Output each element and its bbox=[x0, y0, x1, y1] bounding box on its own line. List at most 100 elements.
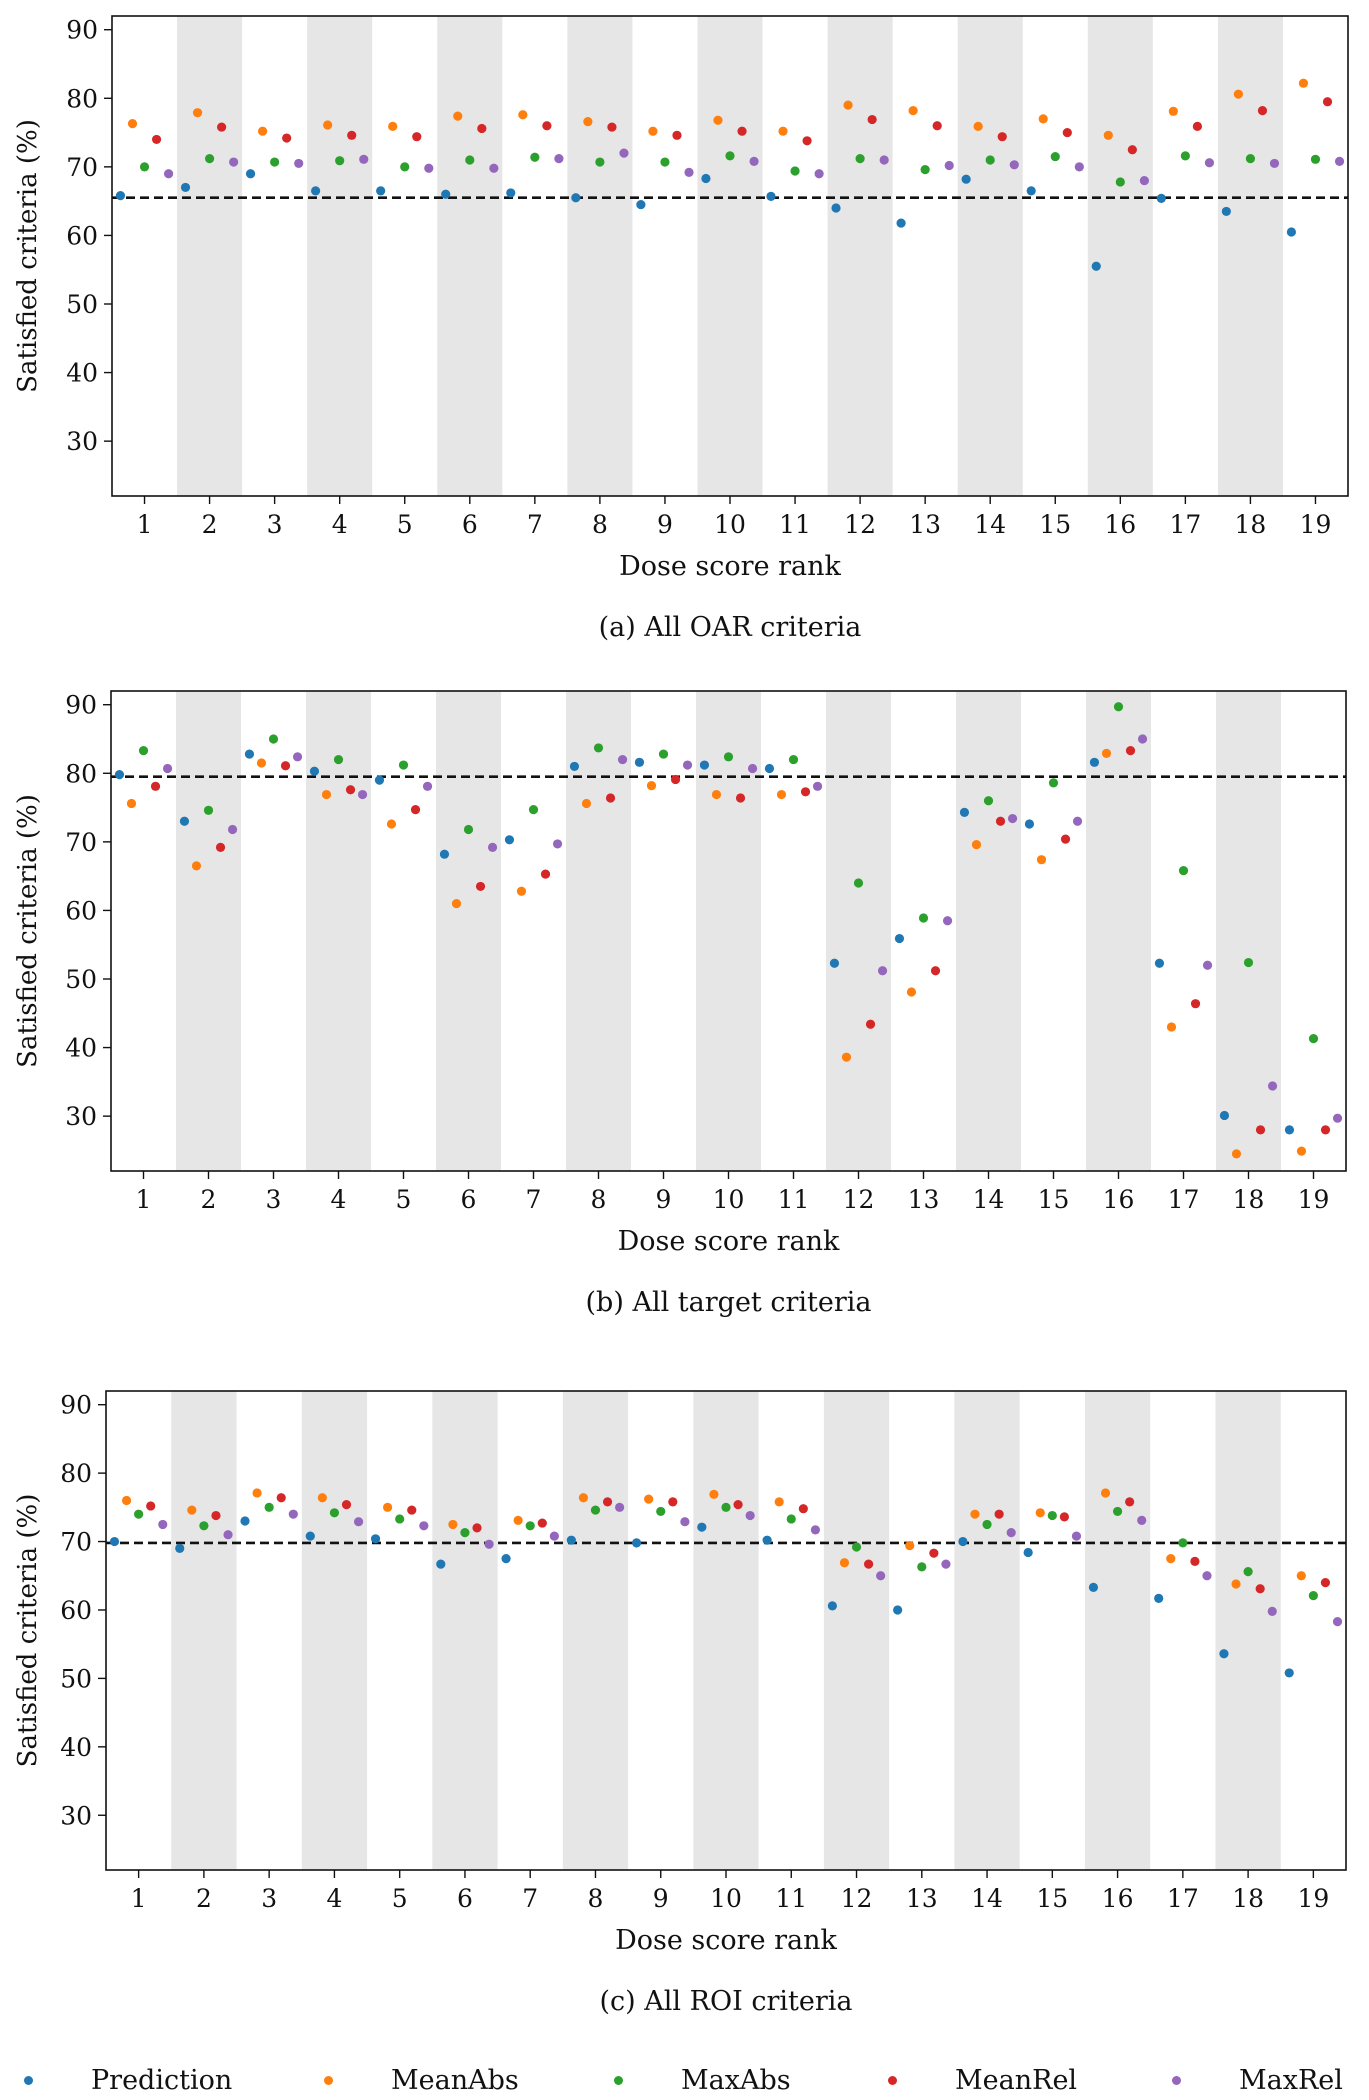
x-tick-label: 4 bbox=[326, 1884, 342, 1913]
legend-marker-maxrel bbox=[1172, 2075, 1181, 2085]
point-meanabs-rank-16 bbox=[1100, 1488, 1111, 1498]
point-prediction-rank-14 bbox=[958, 1536, 968, 1547]
point-meanrel-rank-18 bbox=[1255, 1584, 1265, 1594]
point-meanrel-rank-14 bbox=[994, 1509, 1004, 1519]
legend-label-maxabs: MaxAbs bbox=[681, 2064, 791, 2096]
x-tick-label: 15 bbox=[1038, 1185, 1070, 1214]
shaded-band-rank-12 bbox=[823, 1391, 890, 1870]
point-prediction-rank-15 bbox=[1024, 819, 1035, 829]
point-meanabs-rank-8 bbox=[581, 798, 592, 809]
point-meanrel-rank-16 bbox=[1125, 1497, 1135, 1507]
point-maxrel-rank-11 bbox=[812, 781, 823, 791]
x-tick-label: 11 bbox=[775, 1884, 807, 1913]
point-maxabs-rank-7 bbox=[528, 805, 539, 815]
x-tick-label: 15 bbox=[1036, 1884, 1068, 1913]
y-tick-label: 80 bbox=[65, 759, 97, 788]
point-meanrel-rank-3 bbox=[280, 761, 291, 771]
point-meanrel-rank-18 bbox=[1255, 1125, 1266, 1135]
point-maxabs-rank-2 bbox=[204, 154, 215, 164]
point-meanabs-rank-14 bbox=[971, 840, 982, 850]
point-prediction-rank-3 bbox=[245, 169, 256, 179]
point-maxabs-rank-2 bbox=[199, 1521, 209, 1531]
point-maxrel-rank-12 bbox=[877, 966, 888, 976]
point-maxrel-rank-6 bbox=[484, 1539, 494, 1549]
point-meanrel-rank-17 bbox=[1190, 1556, 1200, 1566]
point-meanabs-rank-12 bbox=[841, 1052, 852, 1062]
point-meanabs-rank-15 bbox=[1035, 1508, 1045, 1518]
y-axis-label: Satisfied criteria (%) bbox=[13, 794, 43, 1068]
point-maxrel-rank-2 bbox=[227, 824, 238, 835]
point-meanabs-rank-6 bbox=[453, 111, 463, 121]
point-prediction-rank-2 bbox=[175, 1543, 185, 1553]
point-maxabs-rank-2 bbox=[203, 805, 214, 815]
x-tick-label: 18 bbox=[1232, 1884, 1264, 1913]
point-prediction-rank-9 bbox=[636, 199, 646, 210]
point-maxrel-rank-7 bbox=[552, 839, 563, 849]
shaded-band-rank-6 bbox=[437, 16, 503, 496]
point-meanabs-rank-18 bbox=[1231, 1149, 1242, 1159]
point-meanabs-rank-6 bbox=[448, 1519, 458, 1530]
point-maxabs-rank-16 bbox=[1112, 1506, 1123, 1517]
x-tick-label: 6 bbox=[462, 510, 478, 539]
point-prediction-rank-19 bbox=[1284, 1668, 1294, 1678]
point-prediction-rank-14 bbox=[961, 174, 971, 184]
shaded-band-rank-16 bbox=[1086, 691, 1151, 1171]
point-meanabs-rank-10 bbox=[709, 1489, 719, 1499]
point-meanrel-rank-12 bbox=[864, 1559, 874, 1569]
legend-label-maxrel: MaxRel bbox=[1239, 2064, 1343, 2096]
x-tick-label: 9 bbox=[653, 1884, 669, 1913]
shaded-band-rank-14 bbox=[957, 16, 1023, 496]
point-prediction-rank-8 bbox=[566, 1535, 576, 1545]
shaded-band-rank-8 bbox=[567, 16, 633, 496]
point-meanabs-rank-11 bbox=[774, 1497, 784, 1507]
x-axis-label: Dose score rank bbox=[618, 1226, 840, 1257]
point-meanrel-rank-1 bbox=[146, 1501, 156, 1511]
point-maxrel-rank-10 bbox=[749, 156, 759, 166]
x-tick-label: 15 bbox=[1039, 510, 1071, 539]
point-maxabs-rank-18 bbox=[1243, 957, 1254, 968]
x-tick-label: 3 bbox=[266, 1185, 282, 1214]
point-prediction-rank-15 bbox=[1026, 186, 1036, 196]
point-maxabs-rank-5 bbox=[398, 760, 409, 770]
point-meanabs-rank-1 bbox=[127, 119, 138, 129]
point-meanrel-rank-9 bbox=[670, 774, 681, 785]
point-maxabs-rank-19 bbox=[1310, 154, 1321, 164]
point-prediction-rank-9 bbox=[631, 1538, 642, 1548]
point-prediction-rank-6 bbox=[436, 1559, 446, 1569]
point-maxabs-rank-11 bbox=[790, 166, 800, 176]
point-maxrel-rank-7 bbox=[549, 1531, 559, 1541]
x-tick-label: 14 bbox=[971, 1884, 1003, 1913]
x-tick-label: 7 bbox=[527, 510, 543, 539]
point-meanrel-rank-5 bbox=[407, 1505, 417, 1515]
point-maxrel-rank-8 bbox=[619, 148, 629, 158]
point-prediction-rank-11 bbox=[766, 191, 776, 201]
point-meanrel-rank-3 bbox=[276, 1493, 286, 1503]
point-meanabs-rank-17 bbox=[1166, 1022, 1177, 1032]
point-meanabs-rank-3 bbox=[256, 758, 267, 768]
point-maxabs-rank-8 bbox=[593, 743, 604, 753]
point-maxrel-rank-5 bbox=[424, 163, 434, 173]
shaded-band-rank-12 bbox=[826, 691, 891, 1171]
point-prediction-rank-7 bbox=[504, 835, 515, 845]
point-meanrel-rank-9 bbox=[668, 1497, 678, 1507]
point-prediction-rank-3 bbox=[244, 749, 255, 759]
point-prediction-rank-8 bbox=[569, 761, 580, 772]
point-meanrel-rank-5 bbox=[410, 805, 421, 815]
point-maxabs-rank-18 bbox=[1245, 154, 1256, 164]
y-tick-label: 70 bbox=[60, 1528, 92, 1557]
point-maxabs-rank-11 bbox=[788, 754, 799, 765]
point-meanabs-rank-12 bbox=[843, 100, 853, 110]
point-prediction-rank-1 bbox=[114, 770, 125, 780]
point-maxrel-rank-6 bbox=[489, 163, 499, 173]
point-prediction-rank-10 bbox=[697, 1522, 707, 1532]
point-maxrel-rank-15 bbox=[1074, 162, 1084, 172]
x-tick-label: 16 bbox=[1102, 1884, 1134, 1913]
point-meanrel-rank-2 bbox=[217, 122, 227, 132]
point-prediction-rank-5 bbox=[370, 1534, 381, 1544]
point-maxrel-rank-2 bbox=[229, 157, 239, 167]
point-meanabs-rank-19 bbox=[1298, 78, 1309, 88]
shaded-band-rank-2 bbox=[176, 691, 241, 1171]
point-meanabs-rank-19 bbox=[1296, 1571, 1306, 1581]
